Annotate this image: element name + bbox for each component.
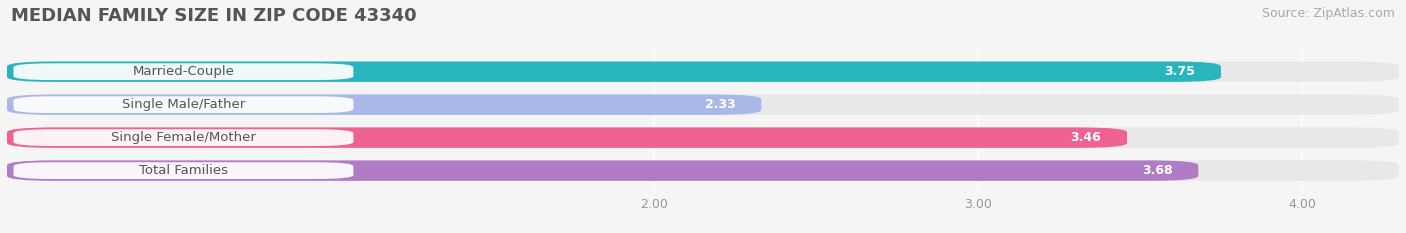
FancyBboxPatch shape [7,160,1198,181]
FancyBboxPatch shape [14,63,353,80]
FancyBboxPatch shape [7,62,1220,82]
FancyBboxPatch shape [7,160,1399,181]
Text: MEDIAN FAMILY SIZE IN ZIP CODE 43340: MEDIAN FAMILY SIZE IN ZIP CODE 43340 [11,7,416,25]
FancyBboxPatch shape [7,94,1399,115]
Text: Source: ZipAtlas.com: Source: ZipAtlas.com [1261,7,1395,20]
FancyBboxPatch shape [7,94,761,115]
Text: Married-Couple: Married-Couple [132,65,235,78]
Text: Total Families: Total Families [139,164,228,177]
FancyBboxPatch shape [14,129,353,146]
FancyBboxPatch shape [14,162,353,179]
Text: Single Female/Mother: Single Female/Mother [111,131,256,144]
Text: 3.68: 3.68 [1142,164,1173,177]
Text: Single Male/Father: Single Male/Father [122,98,245,111]
FancyBboxPatch shape [7,127,1128,148]
Text: 2.33: 2.33 [704,98,735,111]
FancyBboxPatch shape [7,127,1399,148]
FancyBboxPatch shape [7,62,1399,82]
Text: 3.75: 3.75 [1164,65,1195,78]
Text: 3.46: 3.46 [1070,131,1101,144]
FancyBboxPatch shape [14,96,353,113]
